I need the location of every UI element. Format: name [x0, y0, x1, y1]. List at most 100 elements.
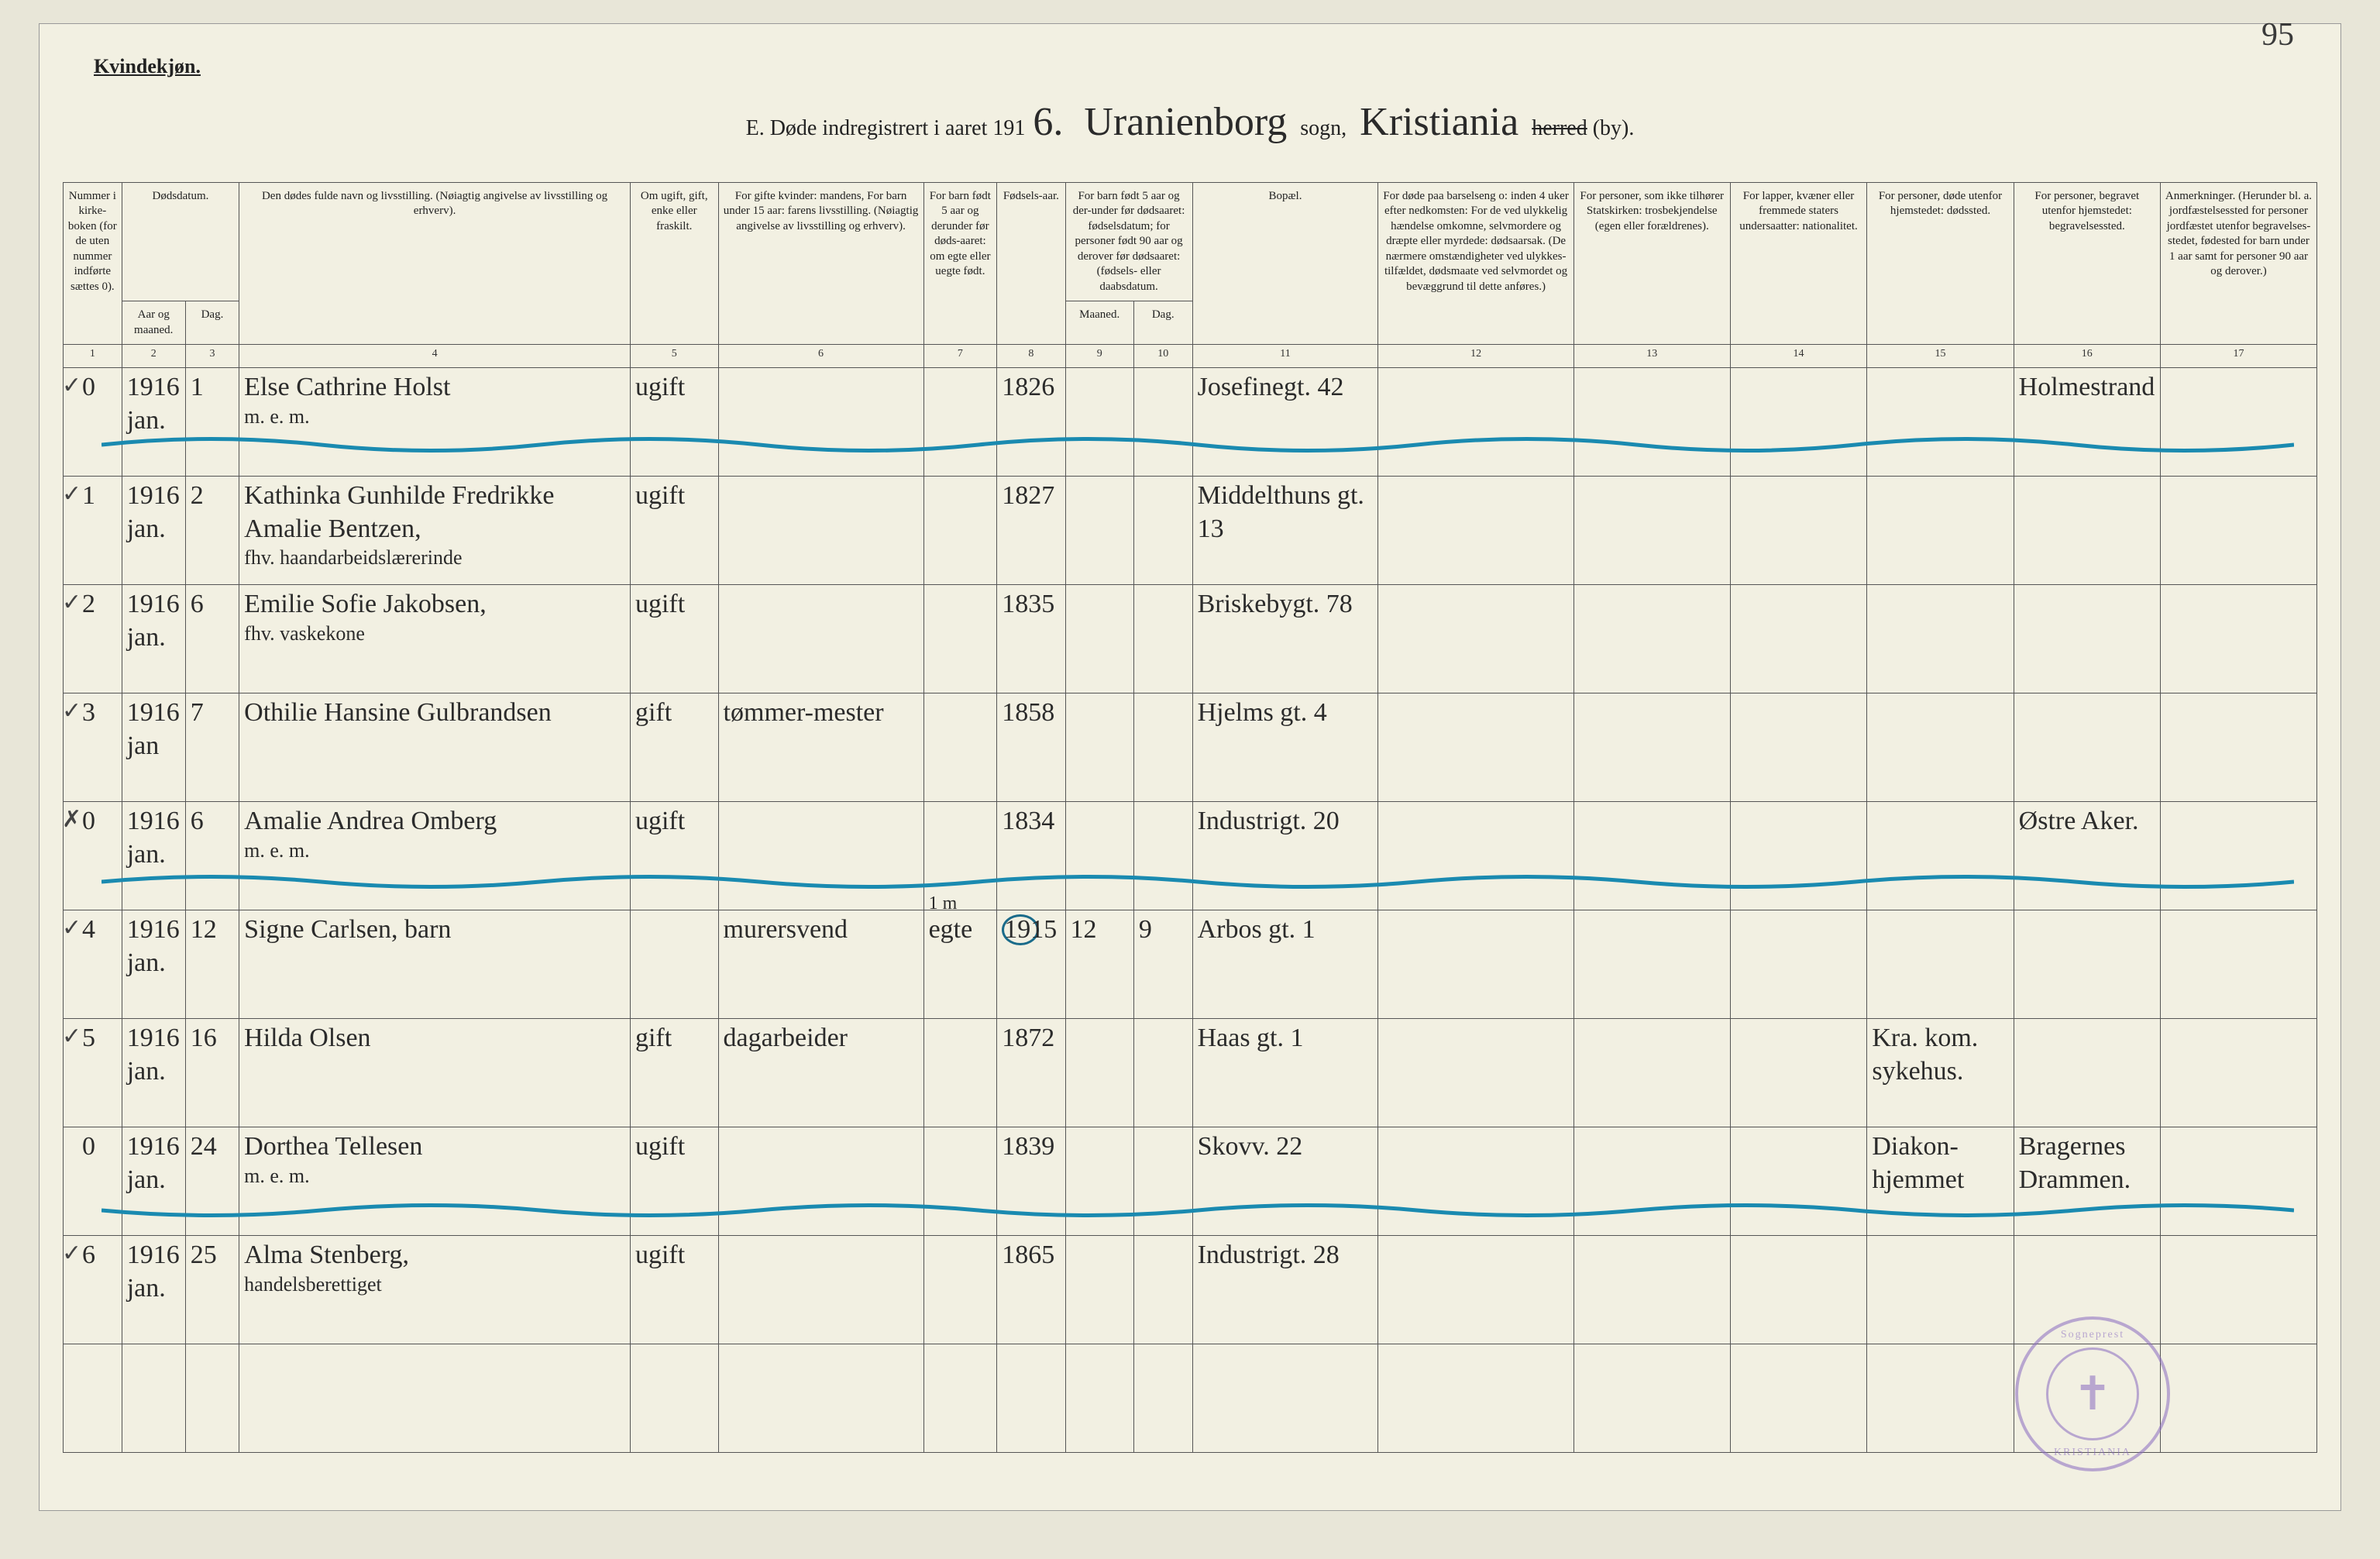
- place-of-burial: [2014, 1019, 2160, 1127]
- remarks: [2160, 1127, 2316, 1236]
- birth-month: [1065, 693, 1133, 802]
- year-month: 1916 jan.: [122, 1019, 185, 1127]
- cause-of-death: [1378, 910, 1573, 1019]
- cause-of-death: [1378, 693, 1573, 802]
- col-header: Anmerkninger. (Herunder bl. a. jordfæste…: [2160, 182, 2316, 345]
- residence: Industrigt. 28: [1192, 1236, 1378, 1344]
- col-header: For gifte kvinder: mandens, For barn und…: [718, 182, 923, 345]
- entry-number: ✓4: [64, 910, 122, 1019]
- marital-status: ugift: [630, 1127, 718, 1236]
- col-header: For barn født 5 aar og der-under før død…: [1065, 182, 1192, 301]
- spouse-father-occupation: [718, 477, 923, 585]
- nationality: [1730, 1344, 1867, 1453]
- confession: [1573, 693, 1730, 802]
- colnum: 13: [1573, 345, 1730, 368]
- year-month: 1916 jan.: [122, 368, 185, 477]
- year-month: [122, 1344, 185, 1453]
- day: 24: [185, 1127, 239, 1236]
- remarks: [2160, 1344, 2316, 1453]
- entry-number: ✓3: [64, 693, 122, 802]
- residence: Skovv. 22: [1192, 1127, 1378, 1236]
- place-of-death: Diakon-hjemmet: [1867, 1127, 2014, 1236]
- colnum: 14: [1730, 345, 1867, 368]
- nationality: [1730, 802, 1867, 910]
- day: 6: [185, 802, 239, 910]
- table-row: ✓11916 jan.2Kathinka Gunhilde Fredrikke …: [64, 477, 2317, 585]
- confession: [1573, 585, 1730, 693]
- day: 12: [185, 910, 239, 1019]
- age-note: 1 m: [929, 892, 958, 915]
- checkmark-icon: ✓: [62, 914, 81, 943]
- confession: [1573, 1236, 1730, 1344]
- birth-year: [997, 1344, 1065, 1453]
- birth-month: 12: [1065, 910, 1133, 1019]
- cause-of-death: [1378, 1344, 1573, 1453]
- header-sogn-label: sogn,: [1300, 116, 1346, 140]
- birth-month: [1065, 1127, 1133, 1236]
- column-number-row: 1 2 3 4 5 6 7 8 9 10 11 12 13 14 15 16 1…: [64, 345, 2317, 368]
- colnum: 5: [630, 345, 718, 368]
- residence: Industrigt. 20: [1192, 802, 1378, 910]
- birth-year: 1835: [997, 585, 1065, 693]
- name-occupation: Dorthea Tellesenm. e. m.: [239, 1127, 631, 1236]
- entry-number: 0: [64, 1127, 122, 1236]
- residence: Hjelms gt. 4: [1192, 693, 1378, 802]
- col-header: For personer, som ikke tilhører Statskir…: [1573, 182, 1730, 345]
- header-prefix: E. Døde indregistrert i aaret 191: [746, 116, 1026, 140]
- birth-year: 1865: [997, 1236, 1065, 1344]
- col-header: Dag.: [1133, 301, 1192, 345]
- spouse-father-occupation: [718, 368, 923, 477]
- birth-year: 1858: [997, 693, 1065, 802]
- name-occupation: Othilie Hansine Gulbrandsen: [239, 693, 631, 802]
- confession: [1573, 368, 1730, 477]
- birth-day: [1133, 802, 1192, 910]
- checkmark-icon: ✓: [62, 371, 81, 401]
- place-of-death: [1867, 368, 2014, 477]
- col-header: Den dødes fulde navn og livsstilling. (N…: [239, 182, 631, 345]
- header-herred: Kristiania: [1352, 100, 1526, 144]
- nationality: [1730, 477, 1867, 585]
- table-row: 01916 jan.24Dorthea Tellesenm. e. m.ugif…: [64, 1127, 2317, 1236]
- gender-heading: Kvindekjøn.: [94, 55, 2317, 78]
- remarks: [2160, 1019, 2316, 1127]
- confession: [1573, 1344, 1730, 1453]
- residence: Middelthuns gt. 13: [1192, 477, 1378, 585]
- table-head: Nummer i kirke-boken (for de uten nummer…: [64, 182, 2317, 368]
- spouse-father-occupation: [718, 1236, 923, 1344]
- name-occupation: [239, 1344, 631, 1453]
- entry-number: [64, 1344, 122, 1453]
- birth-day: [1133, 1236, 1192, 1344]
- place-of-death: [1867, 802, 2014, 910]
- colnum: 8: [997, 345, 1065, 368]
- year-month: 1916 jan.: [122, 910, 185, 1019]
- name-occupation: Emilie Sofie Jakobsen,fhv. vaskekone: [239, 585, 631, 693]
- birth-year: 1834: [997, 802, 1065, 910]
- day: 25: [185, 1236, 239, 1344]
- colnum: 1: [64, 345, 122, 368]
- entry-number: ✓2: [64, 585, 122, 693]
- name-occupation: Hilda Olsen: [239, 1019, 631, 1127]
- name-occupation: Kathinka Gunhilde Fredrikke Amalie Bentz…: [239, 477, 631, 585]
- name-occupation: Else Cathrine Holstm. e. m.: [239, 368, 631, 477]
- marital-status: [630, 910, 718, 1019]
- place-of-death: [1867, 1236, 2014, 1344]
- birth-day: [1133, 1019, 1192, 1127]
- residence: Briskebygt. 78: [1192, 585, 1378, 693]
- entry-number-value: 0: [68, 1132, 95, 1161]
- confession: [1573, 1127, 1730, 1236]
- legitimacy: [923, 1236, 997, 1344]
- legitimacy: [923, 585, 997, 693]
- col-header: Maaned.: [1065, 301, 1133, 345]
- marital-status: ugift: [630, 802, 718, 910]
- col-header: Aar og maaned.: [122, 301, 185, 345]
- cause-of-death: [1378, 368, 1573, 477]
- legitimacy: [923, 368, 997, 477]
- table-row: ✗01916 jan.6Amalie Andrea Ombergm. e. m.…: [64, 802, 2317, 910]
- table-row: ✓31916 jan7Othilie Hansine Gulbrandsengi…: [64, 693, 2317, 802]
- cause-of-death: [1378, 585, 1573, 693]
- birth-year: 1915: [997, 910, 1065, 1019]
- residence: [1192, 1344, 1378, 1453]
- colnum: 12: [1378, 345, 1573, 368]
- birth-month: [1065, 368, 1133, 477]
- entry-number: ✓6: [64, 1236, 122, 1344]
